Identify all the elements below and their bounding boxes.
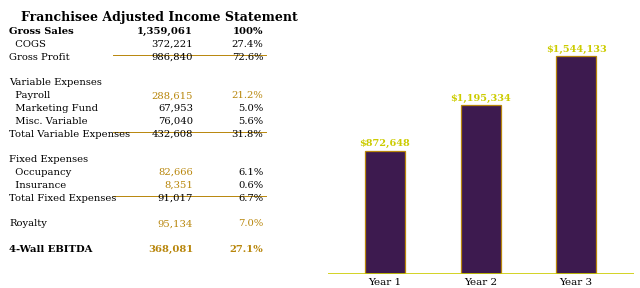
Text: 72.6%: 72.6% [232,53,264,62]
Text: Gross Sales: Gross Sales [10,27,74,36]
Text: 6.7%: 6.7% [238,194,264,203]
Text: 7.0%: 7.0% [238,219,264,228]
Text: 0.6%: 0.6% [238,181,264,190]
Text: Insurance: Insurance [10,181,67,190]
Text: 288,615: 288,615 [152,91,193,100]
Text: 372,221: 372,221 [152,40,193,49]
Text: Royalty: Royalty [10,219,47,228]
Text: Misc. Variable: Misc. Variable [10,117,88,126]
Bar [461,105,500,274]
Text: Occupancy: Occupancy [10,168,72,177]
Text: Fixed Expenses: Fixed Expenses [10,155,88,164]
Text: $872,648: $872,648 [360,139,410,148]
Text: Total Fixed Expenses: Total Fixed Expenses [10,194,117,203]
Text: 5.0%: 5.0% [238,104,264,113]
Text: $1,195,334: $1,195,334 [451,94,511,103]
Bar [365,151,405,274]
Text: 986,840: 986,840 [152,53,193,62]
Text: 76,040: 76,040 [158,117,193,126]
Text: 21.2%: 21.2% [232,91,264,100]
Text: 4-Wall EBITDA: 4-Wall EBITDA [10,245,93,254]
Text: 67,953: 67,953 [158,104,193,113]
Text: 100%: 100% [233,27,264,36]
Text: 27.1%: 27.1% [230,245,264,254]
Text: Gross Profit: Gross Profit [10,53,70,62]
Text: 5.6%: 5.6% [238,117,264,126]
Text: 368,081: 368,081 [148,245,193,254]
Text: Franchisee Adjusted Income Statement: Franchisee Adjusted Income Statement [21,11,298,24]
Text: 95,134: 95,134 [157,219,193,228]
Text: Payroll: Payroll [10,91,51,100]
Text: 27.4%: 27.4% [232,40,264,49]
Text: 31.8%: 31.8% [232,130,264,139]
Text: 6.1%: 6.1% [238,168,264,177]
Text: 8,351: 8,351 [164,181,193,190]
Text: Total Variable Expenses: Total Variable Expenses [10,130,131,139]
Text: 91,017: 91,017 [157,194,193,203]
Text: Variable Expenses: Variable Expenses [10,78,102,88]
Text: Marketing Fund: Marketing Fund [10,104,99,113]
Text: $1,544,133: $1,544,133 [546,45,607,54]
Text: 432,608: 432,608 [152,130,193,139]
Bar [556,56,596,274]
Text: COGS: COGS [10,40,46,49]
Text: 1,359,061: 1,359,061 [137,27,193,36]
Text: 82,666: 82,666 [158,168,193,177]
